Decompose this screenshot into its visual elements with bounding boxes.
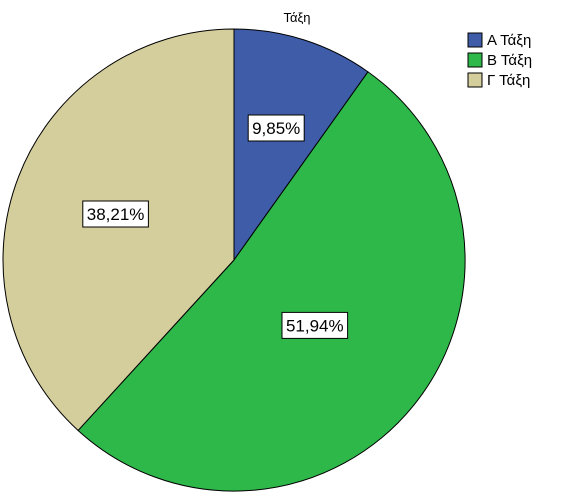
- data-label-1: 9,85%: [247, 114, 305, 142]
- legend-item-1: Α Τάξη: [467, 32, 531, 49]
- legend-swatch-1: [467, 32, 483, 48]
- data-label-box-1: [247, 114, 305, 142]
- pie-data-labels: 9,85% 51,94% 38,21%: [82, 114, 349, 339]
- legend-swatch-2: [467, 52, 483, 68]
- pie-slice-2: [77, 71, 466, 492]
- pie-slices: [2, 28, 466, 492]
- chart-title: Τάξη: [283, 10, 310, 25]
- data-label-text-3: 38,21%: [87, 205, 145, 224]
- data-label-box-3: [82, 200, 149, 228]
- pie-slice-1: [233, 28, 369, 262]
- legend-item-2: Β Τάξη: [467, 52, 532, 69]
- data-label-box-2: [281, 311, 349, 339]
- legend-label-3: Γ Τάξη: [487, 72, 530, 89]
- legend-item-3: Γ Τάξη: [467, 72, 530, 89]
- data-label-text-1: 9,85%: [252, 119, 300, 138]
- chart-legend: Α Τάξη Β Τάξη Γ Τάξη: [467, 32, 532, 89]
- data-label-3: 38,21%: [82, 200, 149, 228]
- pie-slice-3: [2, 28, 235, 432]
- legend-label-1: Α Τάξη: [487, 32, 531, 49]
- data-label-text-2: 51,94%: [286, 316, 344, 335]
- legend-swatch-3: [467, 72, 483, 88]
- legend-label-2: Β Τάξη: [487, 52, 532, 69]
- data-label-2: 51,94%: [281, 311, 349, 339]
